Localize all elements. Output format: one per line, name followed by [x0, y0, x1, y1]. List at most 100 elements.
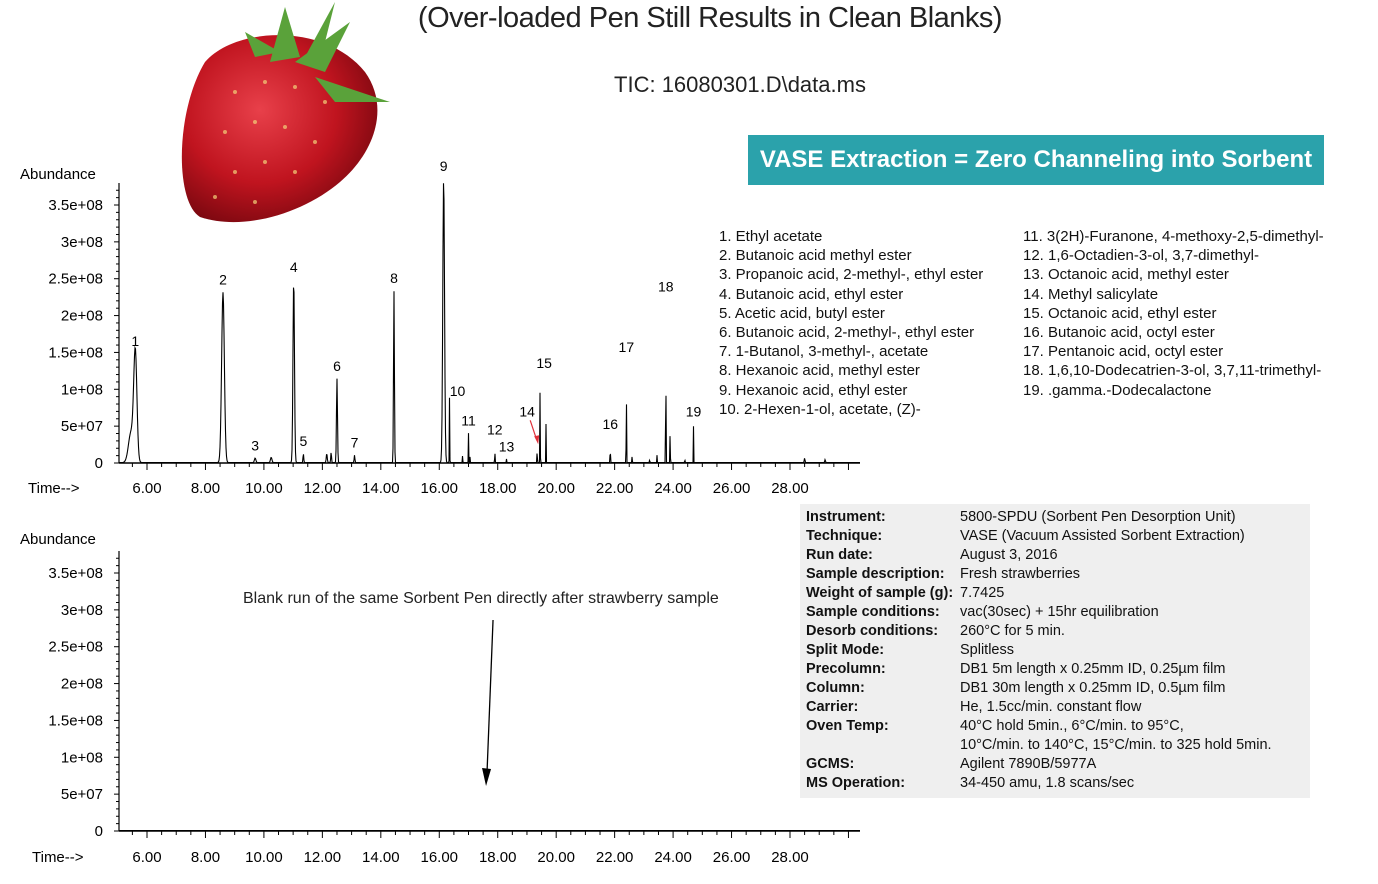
- peak-label: 11: [461, 413, 476, 429]
- y-tick-label: 1e+08: [61, 381, 103, 398]
- compound-legend-col1: 1. Ethyl acetate 2. Butanoic acid methyl …: [719, 227, 983, 419]
- legend-item: 1. Ethyl acetate: [719, 228, 823, 245]
- info-label: Split Mode:: [806, 642, 885, 658]
- x-tick-label: 24.00: [654, 480, 692, 497]
- x-axis-label: Time-->: [32, 849, 84, 866]
- info-row: Column: DB1 30m length x 0.25mm ID, 0.5µm…: [800, 679, 1310, 698]
- legend-item: 8. Hexanoic acid, methyl ester: [719, 362, 920, 380]
- peak-label: 14: [519, 403, 535, 419]
- x-tick-label: 16.00: [420, 480, 458, 497]
- peak-label: 1: [131, 333, 139, 349]
- y-tick-label: 3e+08: [61, 602, 103, 619]
- strawberry-image: [181, 2, 390, 223]
- y-tick-label: 1e+08: [61, 749, 103, 766]
- y-tick-label: 3.5e+08: [48, 197, 103, 214]
- info-row: Weight of sample (g): 7.7425: [800, 584, 1310, 603]
- info-label: Run date:: [806, 547, 873, 563]
- info-value: vac(30sec) + 15hr equilibration: [960, 604, 1159, 620]
- info-value: 10°C/min. to 140°C, 15°C/min. to 325 hol…: [960, 737, 1272, 753]
- peak-label: 3: [251, 438, 259, 454]
- info-row: Desorb conditions: 260°C for 5 min.: [800, 622, 1310, 641]
- legend-item: 9. Hexanoic acid, ethyl ester: [719, 381, 908, 399]
- y-tick-label: 2.5e+08: [48, 271, 103, 288]
- peak-label: 16: [602, 416, 618, 432]
- info-value: DB1 5m length x 0.25mm ID, 0.25µm film: [960, 661, 1226, 677]
- y-tick-label: 3.5e+08: [48, 565, 103, 582]
- peak-label: 8: [390, 270, 398, 286]
- peak-label: 7: [351, 435, 359, 451]
- x-tick-label: 12.00: [304, 849, 342, 866]
- info-value: VASE (Vacuum Assisted Sorbent Extraction…: [960, 528, 1245, 544]
- x-tick-label: 12.00: [304, 480, 342, 497]
- y-tick-label: 2e+08: [61, 676, 103, 693]
- info-label: Sample description:: [806, 566, 945, 582]
- info-value: August 3, 2016: [960, 547, 1058, 563]
- legend-item: 15. Octanoic acid, ethyl ester: [1023, 304, 1217, 322]
- info-row: MS Operation: 34-450 amu, 1.8 scans/sec: [800, 774, 1310, 793]
- y-tick-label: 2e+08: [61, 308, 103, 325]
- info-label: Column:: [806, 680, 865, 696]
- peak-label: 17: [619, 339, 635, 355]
- x-tick-label: 10.00: [245, 480, 283, 497]
- info-value: DB1 30m length x 0.25mm ID, 0.5µm film: [960, 680, 1226, 696]
- info-label: Carrier:: [806, 699, 859, 715]
- info-value: 40°C hold 5min., 6°C/min. to 95°C,: [960, 718, 1184, 734]
- y-tick-label: 1.5e+08: [48, 712, 103, 729]
- info-label: Weight of sample (g):: [806, 585, 954, 601]
- info-label: Instrument:: [806, 509, 886, 525]
- peak-label: 9: [440, 158, 448, 174]
- peak-label: 18: [658, 278, 674, 294]
- x-tick-label: 10.00: [245, 849, 283, 866]
- x-tick-label: 26.00: [713, 480, 751, 497]
- info-row: 10°C/min. to 140°C, 15°C/min. to 325 hol…: [800, 736, 1310, 755]
- x-tick-label: 14.00: [362, 849, 400, 866]
- page-title: (Over-loaded Pen Still Results in Clean …: [417, 2, 1003, 34]
- chart-subtitle: TIC: 16080301.D\data.ms: [614, 72, 866, 97]
- info-label: Technique:: [806, 528, 883, 544]
- info-row: Sample conditions: vac(30sec) + 15hr equi…: [800, 603, 1310, 622]
- info-label: Sample conditions:: [806, 604, 940, 620]
- legend-item: 10. 2-Hexen-1-ol, acetate, (Z)-: [719, 400, 921, 418]
- arrow-head-icon: [482, 768, 492, 786]
- info-row: Oven Temp: 40°C hold 5min., 6°C/min. to 9…: [800, 717, 1310, 736]
- info-label: GCMS:: [806, 756, 855, 772]
- info-value: Fresh strawberries: [960, 566, 1081, 582]
- info-row: Run date: August 3, 2016: [800, 546, 1310, 565]
- x-tick-label: 8.00: [191, 480, 220, 497]
- info-label: Precolumn:: [806, 661, 886, 677]
- info-label: MS Operation:: [806, 775, 906, 791]
- chart-2: Abundance Time--> 0 5e+07 1e+08 1.5e+08 2e+08 2…: [20, 531, 860, 866]
- legend-item: 5. Acetic acid, butyl ester: [719, 304, 885, 322]
- legend-item: 13. Octanoic acid, methyl ester: [1023, 266, 1229, 284]
- y-tick-label: 2.5e+08: [48, 639, 103, 656]
- y-tick-label: 5e+07: [61, 418, 103, 435]
- peak-label: 15: [536, 355, 552, 371]
- legend-item: 14. Methyl salicylate: [1023, 285, 1159, 303]
- peak-label: 12: [487, 421, 503, 437]
- y-axis-label: Abundance: [20, 166, 96, 183]
- info-value: 34-450 amu, 1.8 scans/sec: [960, 775, 1135, 791]
- x-tick-label: 8.00: [191, 849, 220, 866]
- legend-item: 18. 1,6,10-Dodecatrien-3-ol, 3,7,11-trim…: [1023, 362, 1322, 380]
- info-value: He, 1.5cc/min. constant flow: [960, 699, 1142, 715]
- info-row: GCMS: Agilent 7890B/5977A: [800, 755, 1310, 774]
- blank-run-arrow: [486, 619, 494, 773]
- x-tick-label: 28.00: [771, 480, 809, 497]
- chart-1: Abundance Time--> 0 5e+07 1e+08 1.5e+08 2e+08 2…: [20, 158, 860, 497]
- legend-item: 12. 1,6-Octadien-3-ol, 3,7-dimethyl-: [1023, 247, 1259, 265]
- blank-run-note: Blank run of the same Sorbent Pen direct…: [243, 590, 719, 607]
- x-tick-label: 18.00: [479, 480, 517, 497]
- info-value: 5800-SPDU (Sorbent Pen Desorption Unit): [960, 509, 1236, 525]
- info-label: Oven Temp:: [806, 718, 889, 734]
- y-tick-label: 0: [95, 823, 103, 840]
- legend-item: 4. Butanoic acid, ethyl ester: [719, 285, 904, 303]
- x-tick-label: 18.00: [479, 849, 517, 866]
- x-tick-label: 14.00: [362, 480, 400, 497]
- legend-item: 16. Butanoic acid, octyl ester: [1023, 324, 1215, 342]
- x-tick-label: 28.00: [771, 849, 809, 866]
- x-tick-label: 22.00: [596, 480, 634, 497]
- peak-label: 13: [499, 438, 515, 454]
- x-tick-label: 24.00: [654, 849, 692, 866]
- info-row: Split Mode: Splitless: [800, 641, 1310, 660]
